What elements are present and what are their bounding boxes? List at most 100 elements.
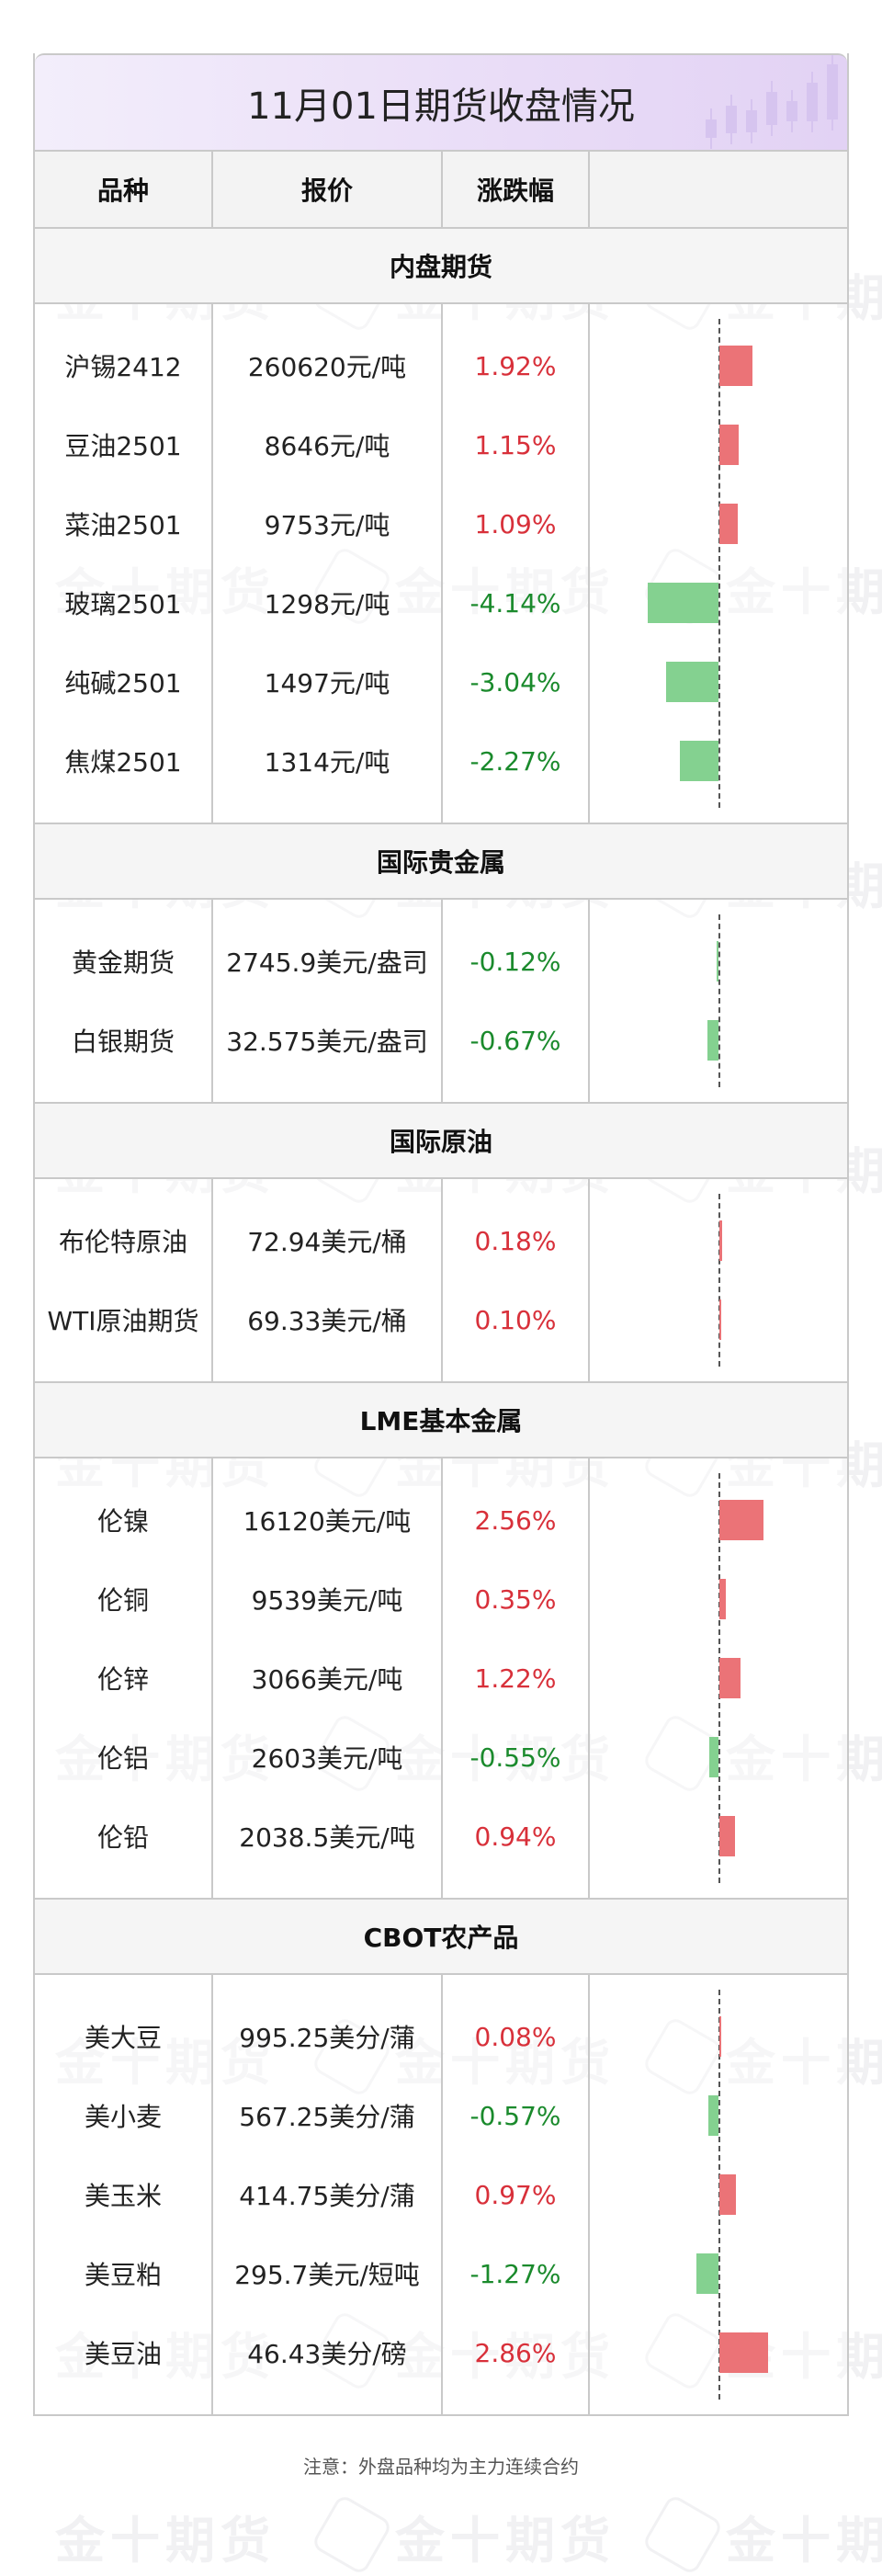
- commodity-name: 纯碱2501: [64, 668, 182, 698]
- candle-wick-icon: [730, 95, 732, 144]
- change-bar: [696, 2253, 718, 2294]
- bar-row: [590, 2155, 847, 2234]
- page-title: 11月01日期货收盘情况: [247, 85, 635, 128]
- commodity-price: 2038.5美元/吨: [239, 1822, 415, 1853]
- section-body: 沪锡2412 豆油2501 菜油2501 玻璃2501 纯碱2501 焦煤2501 2606…: [35, 304, 847, 824]
- change-bar-column: [590, 304, 847, 823]
- price-column: 995.25美分/蒲 567.25美分/蒲 414.75美分/蒲 295.7美元/短吨…: [213, 1975, 443, 2414]
- commodity-name: 伦锌: [96, 1664, 149, 1695]
- commodity-price: 69.33美元/桶: [247, 1306, 407, 1336]
- commodity-price: 295.7美元/短吨: [234, 2260, 420, 2290]
- commodity-name: 美豆粕: [84, 2260, 162, 2290]
- section-title: 国际贵金属: [35, 824, 847, 900]
- commodity-price: 414.75美分/蒲: [239, 2181, 415, 2211]
- change-bar: [719, 1658, 741, 1698]
- change-bar: [719, 425, 740, 465]
- candle-wick-icon: [710, 108, 712, 149]
- commodity-price: 9539美元/吨: [251, 1585, 403, 1616]
- change-column: 0.08% -0.57% 0.97% -1.27% 2.86%: [443, 1975, 590, 2414]
- section-body: 美大豆 美小麦 美玉米 美豆粕 美豆油 995.25美分/蒲 567.25美分/蒲 414.7…: [35, 1975, 847, 2414]
- name-column: 沪锡2412 豆油2501 菜油2501 玻璃2501 纯碱2501 焦煤2501: [35, 304, 213, 823]
- bar-row: [590, 922, 847, 1001]
- bar-row: [590, 1997, 847, 2076]
- section-title: 内盘期货: [35, 229, 847, 304]
- bar-row: [590, 2234, 847, 2313]
- table-header: 品种 报价 涨跌幅: [35, 152, 847, 229]
- bar-row: [590, 2313, 847, 2392]
- commodity-change: 0.18%: [474, 1225, 557, 1256]
- commodity-price: 260620元/吨: [247, 352, 407, 382]
- change-bar: [719, 1299, 721, 1340]
- bar-row: [590, 1560, 847, 1639]
- change-bar: [719, 2174, 737, 2215]
- bar-row: [590, 1797, 847, 1876]
- commodity-name: 沪锡2412: [64, 352, 182, 382]
- change-bar: [719, 1220, 723, 1261]
- candle-wick-icon: [791, 90, 793, 132]
- bar-row: [590, 2076, 847, 2155]
- commodity-change: 0.08%: [474, 2021, 557, 2052]
- change-bar: [666, 662, 718, 702]
- commodity-change: 0.94%: [474, 1821, 557, 1852]
- price-column: 16120美元/吨 9539美元/吨 3066美元/吨 2603美元/吨 2038.5美…: [213, 1458, 443, 1898]
- commodity-price: 2603美元/吨: [251, 1743, 403, 1774]
- commodity-change: -2.27%: [469, 745, 561, 777]
- bar-row: [590, 326, 847, 405]
- change-bar: [647, 583, 718, 623]
- watermark-text: 金十期货: [395, 2512, 616, 2570]
- commodity-change: 2.86%: [474, 2337, 557, 2368]
- commodity-name: 布伦特原油: [58, 1227, 187, 1257]
- commodity-price: 46.43美分/磅: [247, 2339, 407, 2369]
- commodity-change: 1.09%: [474, 508, 557, 539]
- change-bar: [708, 2095, 718, 2136]
- section-body: 黄金期货 白银期货 2745.9美元/盎司 32.575美元/盎司 -0.12% -0.6…: [35, 900, 847, 1104]
- commodity-name: WTI原油期货: [47, 1306, 199, 1336]
- zero-line: [718, 914, 720, 1087]
- change-bar: [719, 2016, 721, 2057]
- header-name: 品种: [35, 152, 213, 227]
- commodity-name: 伦铜: [96, 1585, 149, 1616]
- zero-line: [718, 319, 720, 808]
- commodity-name: 美小麦: [84, 2102, 162, 2132]
- change-bar-column: [590, 1179, 847, 1381]
- change-column: 1.92% 1.15% 1.09% -4.14% -3.04% -2.27%: [443, 304, 590, 823]
- candle-wick-icon: [811, 72, 813, 132]
- change-column: 2.56% 0.35% 1.22% -0.55% 0.94%: [443, 1458, 590, 1898]
- bar-row: [590, 1280, 847, 1359]
- price-column: 72.94美元/桶 69.33美元/桶: [213, 1179, 443, 1381]
- section-body: 布伦特原油 WTI原油期货 72.94美元/桶 69.33美元/桶 0.18% 0.10%: [35, 1179, 847, 1383]
- header-change: 涨跌幅: [443, 152, 590, 227]
- bar-row: [590, 405, 847, 484]
- commodity-change: 0.97%: [474, 2179, 557, 2210]
- change-bar: [679, 741, 718, 781]
- commodity-change: -0.55%: [469, 1742, 561, 1773]
- name-column: 布伦特原油 WTI原油期货: [35, 1179, 213, 1381]
- bar-row: [590, 1201, 847, 1280]
- candle-wick-icon: [831, 55, 833, 131]
- commodity-name: 美大豆: [84, 2023, 162, 2053]
- commodity-price: 1298元/吨: [264, 589, 390, 619]
- commodity-price: 2745.9美元/盎司: [226, 948, 428, 978]
- sections: 内盘期货 沪锡2412 豆油2501 菜油2501 玻璃2501 纯碱2501 焦煤2501…: [35, 229, 847, 2414]
- commodity-change: -0.67%: [469, 1025, 561, 1056]
- bar-row: [590, 1718, 847, 1797]
- commodity-price: 72.94美元/桶: [247, 1227, 407, 1257]
- commodity-price: 16120美元/吨: [243, 1506, 412, 1537]
- commodity-change: -1.27%: [469, 2258, 561, 2289]
- commodity-price: 995.25美分/蒲: [239, 2023, 415, 2053]
- footnote: 注意：外盘品种均为主力连续合约: [303, 2456, 579, 2478]
- price-column: 2745.9美元/盎司 32.575美元/盎司: [213, 900, 443, 1102]
- change-column: 0.18% 0.10%: [443, 1179, 590, 1381]
- bar-row: [590, 1001, 847, 1080]
- commodity-change: 0.10%: [474, 1304, 557, 1335]
- watermark-logo-icon: [310, 2492, 394, 2576]
- bar-row: [590, 721, 847, 800]
- commodity-price: 8646元/吨: [264, 431, 390, 461]
- commodity-price: 32.575美元/盎司: [226, 1027, 428, 1057]
- change-bar-column: [590, 900, 847, 1102]
- name-column: 美大豆美小麦美玉米美豆粕美豆油: [35, 1975, 213, 2414]
- commodity-name: 美玉米: [84, 2181, 162, 2211]
- commodity-name: 美豆油: [84, 2339, 162, 2369]
- bar-row: [590, 642, 847, 721]
- futures-table: 11月01日期货收盘情况 品种 报价 涨跌幅 内盘期货 沪锡2412 豆油2501 菜…: [33, 53, 849, 2416]
